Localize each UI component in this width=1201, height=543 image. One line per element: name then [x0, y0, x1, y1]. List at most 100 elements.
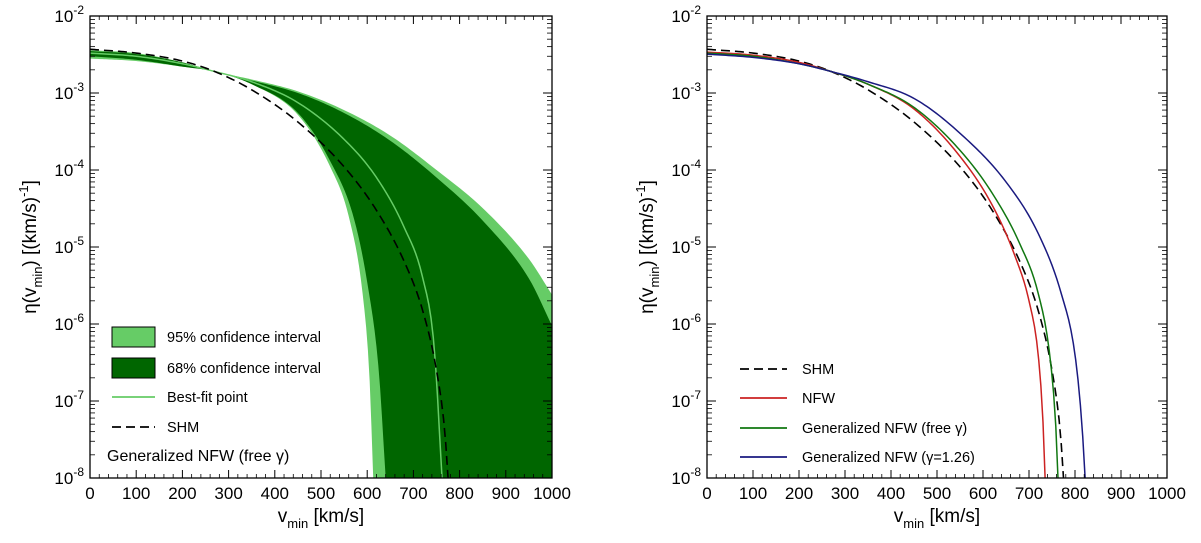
- x-tick-label: 400: [877, 484, 905, 503]
- legend-label: Generalized NFW (γ=1.26): [802, 450, 975, 466]
- x-tick-label: 800: [445, 484, 473, 503]
- x-tick-label: 200: [168, 484, 196, 503]
- y-tick-base: 10: [671, 392, 690, 411]
- y-tick-label: 10-7: [671, 388, 701, 411]
- x-tick-label: 600: [969, 484, 997, 503]
- y-tick-exponent: -8: [690, 465, 701, 479]
- y-tick-base: 10: [54, 238, 73, 257]
- x-tick-label: 0: [85, 484, 94, 503]
- chart-panel-2: 0 100 200 300 400 500 600 700 800 900 100010-810-7…: [633, 3, 1186, 531]
- y-tick-base: 10: [54, 7, 73, 26]
- y-tick-label: 10-2: [54, 3, 84, 26]
- y-tick-label: 10-3: [671, 80, 701, 103]
- x-axis-title-sub: min: [287, 516, 308, 531]
- y-tick-label: 10-6: [671, 311, 701, 334]
- y-tick-label: 10-7: [54, 388, 84, 411]
- series-line-shm: [90, 48, 449, 478]
- chart-panel-1: 0 100 200 300 400 500 600 700 800 900 100010-810-7…: [16, 3, 571, 531]
- y-tick-base: 10: [54, 161, 73, 180]
- x-tick-label: 700: [399, 484, 427, 503]
- y-tick-label: 10-4: [54, 157, 84, 180]
- y-axis-title-exp: -1: [633, 185, 648, 197]
- y-tick-base: 10: [671, 161, 690, 180]
- series-line-best-fit-point: [90, 52, 443, 478]
- y-tick-exponent: -6: [690, 311, 701, 325]
- y-axis-title-mid: ) [(km/s): [20, 197, 41, 267]
- y-axis-title-group: η(vmin) [(km/s)-1]: [633, 180, 662, 314]
- x-tick-label: 900: [492, 484, 520, 503]
- legend-label: Generalized NFW (free γ): [802, 421, 967, 437]
- x-tick-label: 300: [831, 484, 859, 503]
- y-tick-label: 10-8: [671, 465, 701, 488]
- y-axis-title-end: ]: [637, 180, 658, 185]
- x-tick-label: 500: [307, 484, 335, 503]
- x-axis-title-sub: min: [903, 516, 924, 531]
- legend-label: SHM: [167, 420, 199, 436]
- x-axis-title-unit: [km/s]: [924, 506, 980, 527]
- y-tick-base: 10: [54, 84, 73, 103]
- y-axis-title-group: η(vmin) [(km/s)-1]: [16, 180, 45, 314]
- series-line-shm: [707, 48, 1065, 478]
- x-tick-label: 1000: [533, 484, 571, 503]
- y-axis-title: η(vmin) [(km/s)-1]: [633, 180, 662, 314]
- y-tick-exponent: -4: [73, 157, 84, 171]
- y-tick-base: 10: [671, 84, 690, 103]
- legend: SHM NFW Generalized NFW (free γ) Generalize…: [740, 362, 975, 466]
- y-tick-exponent: -8: [73, 465, 84, 479]
- y-tick-exponent: -7: [73, 388, 84, 402]
- y-tick-base: 10: [54, 315, 73, 334]
- series-line-generalized-nfw-free: [707, 52, 1059, 478]
- legend-label: Best-fit point: [167, 390, 248, 406]
- x-tick-label: 500: [923, 484, 951, 503]
- series-line-nfw: [707, 51, 1046, 478]
- y-tick-exponent: -5: [73, 234, 84, 248]
- x-tick-label: 800: [1061, 484, 1089, 503]
- y-tick-label: 10-4: [671, 157, 701, 180]
- confidence-band-68: [90, 51, 552, 478]
- plot-area: [90, 48, 552, 478]
- y-tick-label: 10-2: [671, 3, 701, 26]
- series-line-generalized-nfw-1-26: [707, 53, 1086, 478]
- legend-label: NFW: [802, 391, 835, 407]
- x-tick-label: 700: [1015, 484, 1043, 503]
- x-tick-label: 1000: [1148, 484, 1186, 503]
- x-tick-label: 900: [1107, 484, 1135, 503]
- x-tick-label: 100: [739, 484, 767, 503]
- x-axis-title-v: v: [894, 506, 904, 527]
- y-axis-title-eta: η(v: [20, 287, 41, 314]
- x-axis-title-unit: [km/s]: [308, 506, 364, 527]
- legend-swatch-95: [111, 326, 156, 348]
- y-axis-title: η(vmin) [(km/s)-1]: [16, 180, 45, 314]
- y-tick-exponent: -6: [73, 311, 84, 325]
- x-tick-label: 600: [353, 484, 381, 503]
- y-axis-title-eta: η(v: [637, 287, 658, 314]
- y-tick-label: 10-3: [54, 80, 84, 103]
- plot-area: [707, 48, 1086, 478]
- y-tick-base: 10: [671, 469, 690, 488]
- legend-swatch-68: [111, 357, 156, 379]
- y-axis-title-exp: -1: [16, 185, 31, 197]
- y-tick-exponent: -2: [73, 3, 84, 17]
- y-tick-exponent: -3: [690, 80, 701, 94]
- y-axis-title-mid: ) [(km/s): [637, 197, 658, 267]
- model-annotation: Generalized NFW (free γ): [107, 448, 289, 465]
- y-tick-base: 10: [54, 469, 73, 488]
- legend: 95% confidence interval 68% confidence in…: [111, 326, 321, 436]
- plot-frame: [706, 15, 1168, 479]
- legend-label: SHM: [802, 362, 834, 378]
- y-tick-label: 10-6: [54, 311, 84, 334]
- legend-label: 68% confidence interval: [167, 361, 321, 377]
- x-axis-title-v: v: [278, 506, 288, 527]
- y-tick-exponent: -4: [690, 157, 701, 171]
- x-tick-label: 200: [785, 484, 813, 503]
- y-tick-exponent: -5: [690, 234, 701, 248]
- y-axis-title-sub: min: [647, 267, 662, 288]
- y-tick-exponent: -3: [73, 80, 84, 94]
- x-tick-label: 300: [214, 484, 242, 503]
- y-tick-exponent: -7: [690, 388, 701, 402]
- y-tick-base: 10: [54, 392, 73, 411]
- legend-label: 95% confidence interval: [167, 330, 321, 346]
- y-axis-title-end: ]: [20, 180, 41, 185]
- y-tick-base: 10: [671, 315, 690, 334]
